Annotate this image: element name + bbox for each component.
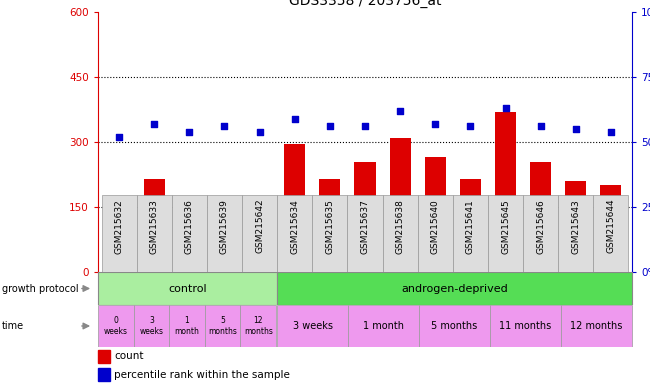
- Bar: [277, 305, 348, 347]
- Bar: [242, 195, 277, 272]
- Text: control: control: [168, 283, 207, 293]
- Text: GSM215646: GSM215646: [536, 199, 545, 253]
- Bar: [460, 179, 481, 272]
- Point: [430, 121, 441, 127]
- Text: 12
months: 12 months: [244, 316, 272, 336]
- Text: GSM215633: GSM215633: [150, 199, 159, 254]
- Point: [289, 116, 300, 122]
- Text: 3 weeks: 3 weeks: [292, 321, 333, 331]
- Title: GDS3358 / 203756_at: GDS3358 / 203756_at: [289, 0, 441, 8]
- Bar: [249, 214, 270, 272]
- Bar: [172, 195, 207, 272]
- Text: 5 months: 5 months: [432, 321, 478, 331]
- Bar: [214, 196, 235, 272]
- Point: [219, 123, 229, 129]
- Bar: [98, 368, 110, 381]
- Text: GSM215639: GSM215639: [220, 199, 229, 254]
- Point: [465, 123, 476, 129]
- Bar: [98, 349, 110, 362]
- Point: [500, 105, 511, 111]
- Bar: [453, 195, 488, 272]
- Bar: [558, 195, 593, 272]
- Text: 5
months: 5 months: [208, 316, 237, 336]
- Bar: [348, 195, 383, 272]
- Point: [571, 126, 581, 132]
- Text: 1
month: 1 month: [175, 316, 200, 336]
- Text: time: time: [2, 321, 24, 331]
- Point: [184, 129, 194, 135]
- Bar: [136, 195, 172, 272]
- Bar: [169, 305, 205, 347]
- Bar: [319, 179, 341, 272]
- Bar: [277, 195, 312, 272]
- Bar: [488, 195, 523, 272]
- Text: androgen-deprived: androgen-deprived: [401, 283, 508, 293]
- Text: GSM215643: GSM215643: [571, 199, 580, 253]
- Text: GSM215637: GSM215637: [361, 199, 369, 254]
- Text: percentile rank within the sample: percentile rank within the sample: [114, 370, 290, 380]
- Text: GSM215640: GSM215640: [431, 199, 440, 253]
- Bar: [561, 305, 632, 347]
- Bar: [205, 305, 240, 347]
- Text: GSM215632: GSM215632: [114, 199, 124, 253]
- Text: 0
weeks: 0 weeks: [104, 316, 128, 336]
- Text: GSM215641: GSM215641: [466, 199, 475, 253]
- Text: GSM215634: GSM215634: [291, 199, 299, 253]
- Bar: [109, 220, 129, 272]
- Point: [536, 123, 546, 129]
- Bar: [530, 162, 551, 272]
- Point: [395, 108, 406, 114]
- Point: [324, 123, 335, 129]
- Bar: [98, 305, 134, 347]
- Text: 12 months: 12 months: [570, 321, 623, 331]
- Bar: [312, 195, 348, 272]
- Point: [606, 129, 616, 135]
- Point: [149, 121, 159, 127]
- Bar: [418, 195, 453, 272]
- Text: 1 month: 1 month: [363, 321, 404, 331]
- Bar: [601, 185, 621, 272]
- Text: GSM215642: GSM215642: [255, 199, 264, 253]
- Point: [114, 134, 124, 140]
- Text: GSM215635: GSM215635: [326, 199, 334, 254]
- Point: [360, 123, 370, 129]
- Bar: [354, 162, 376, 272]
- Bar: [179, 203, 200, 272]
- Bar: [389, 138, 411, 272]
- Text: GSM215638: GSM215638: [396, 199, 405, 254]
- Bar: [101, 195, 136, 272]
- Text: 3
weeks: 3 weeks: [139, 316, 163, 336]
- Text: count: count: [114, 351, 144, 361]
- Bar: [207, 195, 242, 272]
- Bar: [566, 181, 586, 272]
- Bar: [490, 305, 561, 347]
- Bar: [523, 195, 558, 272]
- Point: [254, 129, 265, 135]
- Bar: [144, 179, 164, 272]
- Text: GSM215636: GSM215636: [185, 199, 194, 254]
- Bar: [348, 305, 419, 347]
- Bar: [277, 272, 632, 305]
- Bar: [98, 272, 277, 305]
- Bar: [424, 157, 446, 272]
- Bar: [419, 305, 490, 347]
- Text: GSM215644: GSM215644: [606, 199, 616, 253]
- Text: growth protocol: growth protocol: [2, 283, 79, 293]
- Bar: [593, 195, 629, 272]
- Bar: [383, 195, 418, 272]
- Text: GSM215645: GSM215645: [501, 199, 510, 253]
- Bar: [495, 112, 516, 272]
- Bar: [134, 305, 169, 347]
- Bar: [284, 144, 306, 272]
- Text: 11 months: 11 months: [499, 321, 552, 331]
- Bar: [240, 305, 276, 347]
